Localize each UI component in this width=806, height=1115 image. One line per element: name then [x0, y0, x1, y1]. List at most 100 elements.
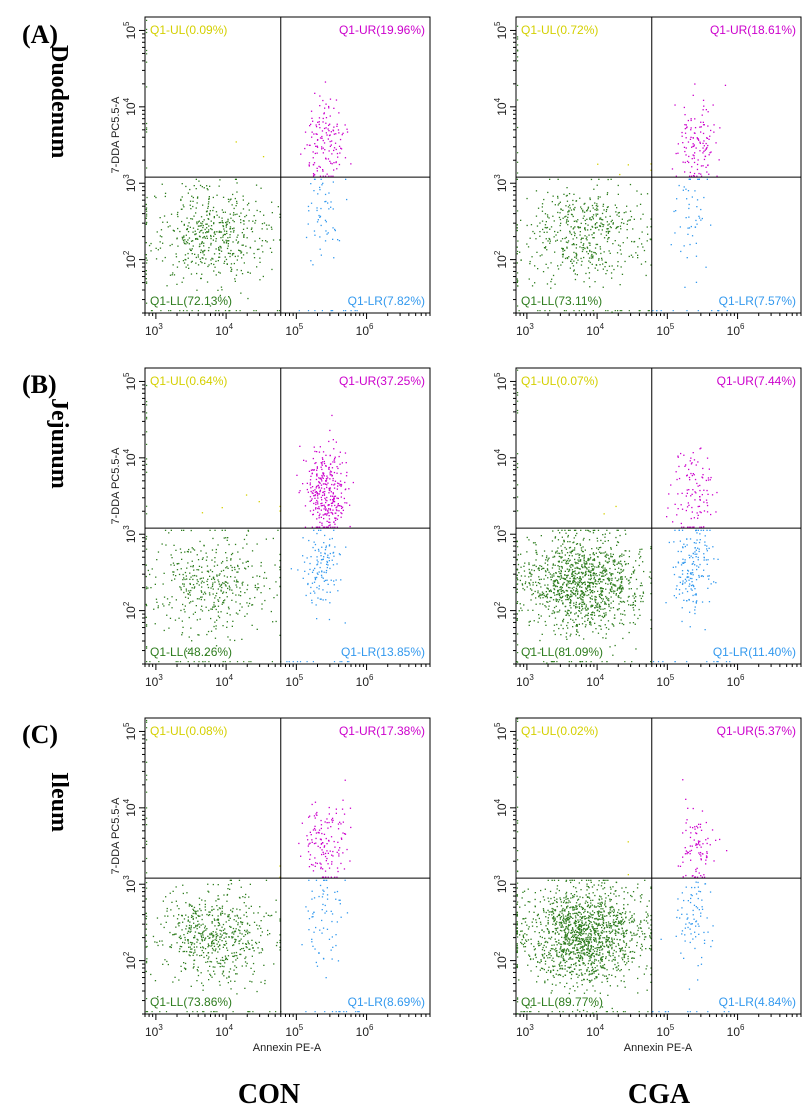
event-dot-ur: [315, 126, 318, 128]
event-dot-ll: [261, 240, 264, 242]
event-dot-ll: [198, 565, 201, 567]
event-dot-ll: [585, 570, 587, 573]
event-dot-ll: [221, 603, 223, 605]
event-dot-lr: [695, 529, 697, 532]
event-dot-ll: [560, 240, 562, 242]
event-dot-lr: [326, 591, 328, 593]
y-tick-base: 10: [495, 529, 509, 543]
event-dot-ll: [612, 553, 614, 556]
event-dot-ll: [201, 586, 203, 588]
event-dot-ll: [176, 283, 178, 285]
edge-dot: [718, 310, 720, 312]
event-dot-ll: [568, 209, 570, 212]
event-dot-ll: [534, 590, 536, 593]
event-dot-ll: [604, 614, 606, 616]
event-dot-ll: [619, 245, 621, 247]
event-dot-ll: [610, 556, 612, 558]
event-dot-ll: [592, 592, 594, 594]
event-dot-ll: [633, 614, 636, 616]
event-dot-ur: [325, 480, 327, 483]
event-dot-ll: [228, 585, 230, 587]
event-dot-ll: [192, 240, 194, 242]
x-tick-exponent: 5: [299, 322, 304, 331]
event-dot-ll: [223, 230, 226, 232]
event-dot-ur: [329, 508, 331, 510]
event-dot-ll: [183, 934, 185, 936]
event-dot-lr: [698, 550, 700, 553]
event-dot-lr: [676, 198, 678, 200]
event-dot-ll: [193, 909, 195, 912]
event-dot-ll: [540, 535, 542, 537]
event-dot-ll: [619, 592, 621, 594]
event-dot-lr: [705, 266, 707, 268]
event-dot-ll: [573, 537, 575, 539]
quadrant-label-ul: Q1-UL(0.09%): [150, 23, 227, 37]
event-dot-ll: [581, 609, 583, 611]
event-dot-ur: [709, 135, 711, 137]
event-dot-ll: [185, 588, 187, 590]
event-dot-ll: [545, 595, 547, 597]
event-dot-ur: [322, 169, 324, 171]
event-dot-lr: [674, 529, 676, 531]
event-dot-ll: [564, 574, 566, 576]
event-dot-ll: [555, 552, 557, 554]
event-dot-ll: [263, 915, 265, 918]
event-dot-lr: [329, 567, 331, 570]
event-dot-ur: [340, 483, 342, 486]
event-dot-ll: [266, 228, 268, 230]
event-dot-ll: [612, 243, 614, 245]
edge-dot: [592, 310, 594, 312]
event-dot-ll: [192, 566, 194, 568]
event-dot-ll: [213, 918, 215, 920]
event-dot-ll: [210, 235, 212, 238]
event-dot-lr: [314, 549, 316, 552]
event-dot-ll: [596, 226, 598, 228]
event-dot-ur: [700, 126, 702, 128]
event-dot-ll: [235, 612, 238, 614]
edge-dot: [517, 496, 519, 498]
event-dot-ll: [226, 949, 229, 951]
event-dot-ll: [224, 955, 227, 957]
event-dot-ll: [190, 565, 192, 568]
event-dot-ll: [173, 564, 175, 566]
event-dot-ll: [191, 560, 193, 562]
event-dot-ll: [591, 598, 593, 600]
event-dot-ll: [560, 590, 562, 592]
event-dot-ll: [650, 238, 652, 240]
event-dot-ll: [586, 614, 588, 616]
event-dot-lr: [713, 581, 715, 583]
event-dot-ur: [708, 173, 710, 175]
event-dot-ll: [583, 246, 585, 249]
event-dot-ll: [576, 254, 578, 256]
event-dot-lr: [328, 208, 330, 210]
event-dot-ll: [217, 289, 219, 291]
event-dot-ll: [590, 570, 592, 572]
event-dot-ll: [192, 600, 194, 602]
event-dot-lr: [312, 546, 314, 549]
event-dot-ll: [600, 217, 602, 219]
event-dot-ll: [233, 229, 235, 232]
event-dot-ll: [145, 575, 147, 578]
event-dot-ur: [332, 526, 334, 528]
event-dot-ur: [702, 99, 705, 101]
event-dot-ll: [584, 202, 586, 205]
event-dot-ll: [239, 250, 241, 252]
x-tick-base: 10: [285, 324, 299, 338]
event-dot-ll: [169, 617, 172, 619]
event-dot-ll: [590, 598, 592, 600]
event-dot-ll: [222, 582, 224, 584]
event-dot-ur: [692, 175, 695, 177]
event-dot-ll: [238, 594, 240, 596]
y-tick-exponent: 3: [122, 174, 131, 179]
event-dot-ll: [575, 605, 577, 608]
event-dot-ll: [178, 950, 180, 953]
event-dot-ll: [551, 576, 553, 578]
event-dot-ll: [587, 559, 589, 561]
event-dot-ll: [212, 584, 214, 586]
edge-dot: [204, 661, 206, 663]
event-dot-ll: [162, 242, 164, 244]
event-dot-ur: [298, 491, 300, 494]
event-dot-ll: [259, 257, 261, 259]
event-dot-ll: [228, 971, 230, 973]
event-dot-ur: [322, 472, 324, 474]
